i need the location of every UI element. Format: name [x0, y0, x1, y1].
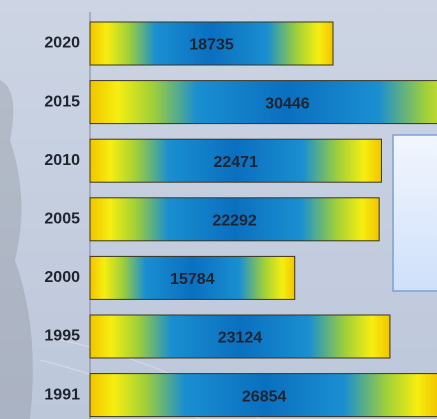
plot: 2020 18735 2015 30446 2010 22471 2005 22292 2000… [44, 22, 437, 417]
value-label: 26854 [242, 388, 287, 405]
value-label: 18735 [189, 37, 234, 54]
y-tick-label: 2010 [44, 152, 80, 169]
y-tick-label: 2005 [44, 211, 80, 228]
legend-box [393, 135, 437, 291]
y-tick-label: 1995 [44, 328, 80, 345]
y-tick-label: 1991 [44, 386, 80, 403]
bar [90, 81, 437, 124]
value-label: 23124 [218, 330, 263, 347]
y-tick-label: 2000 [44, 269, 80, 286]
chart: 2020 18735 2015 30446 2010 22471 2005 22292 2000… [0, 0, 437, 419]
y-tick-label: 2015 [44, 93, 80, 110]
value-label: 22292 [212, 213, 257, 230]
value-label: 22471 [213, 154, 258, 171]
value-label: 30446 [265, 95, 310, 112]
value-label: 15784 [170, 271, 215, 288]
y-tick-label: 2020 [44, 35, 80, 52]
